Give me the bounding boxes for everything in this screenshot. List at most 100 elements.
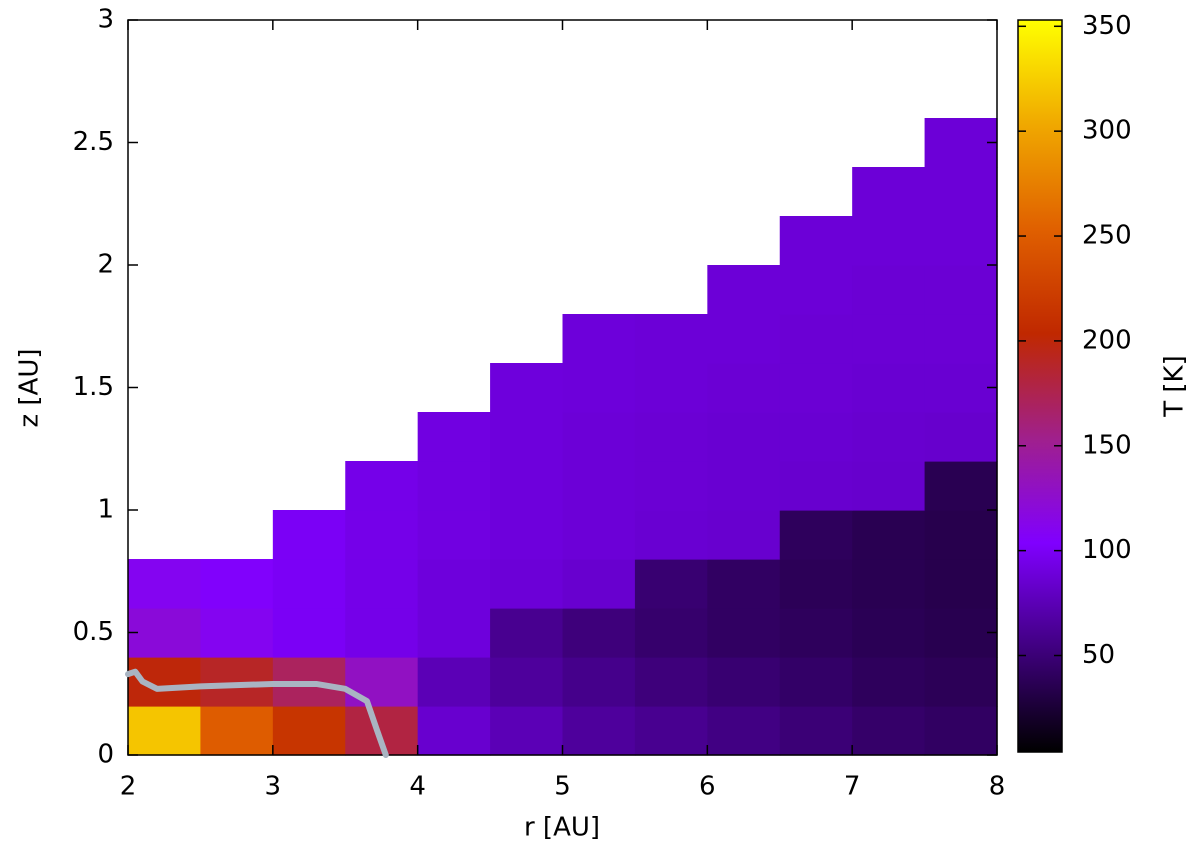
heat-cell bbox=[345, 657, 419, 707]
heat-cell bbox=[200, 559, 274, 609]
colorbar-tick-label: 150 bbox=[1082, 430, 1132, 460]
y-tick-label: 0.5 bbox=[73, 617, 114, 647]
heat-cell bbox=[417, 706, 491, 756]
heat-cell bbox=[490, 559, 564, 609]
heat-cell bbox=[634, 657, 708, 707]
heat-cell bbox=[200, 608, 274, 658]
heat-cell bbox=[417, 510, 491, 560]
heat-cell bbox=[852, 657, 926, 707]
heat-cell bbox=[707, 706, 781, 756]
heat-cell bbox=[707, 461, 781, 511]
heat-cell bbox=[852, 510, 926, 560]
contour-line bbox=[125, 668, 389, 758]
heat-cell bbox=[345, 510, 419, 560]
heat-cell bbox=[779, 559, 853, 609]
heat-cell bbox=[634, 559, 708, 609]
heat-cell bbox=[852, 314, 926, 364]
x-tick-label: 3 bbox=[265, 772, 282, 802]
x-tick-label: 4 bbox=[409, 772, 426, 802]
colorbar-tick-label: 50 bbox=[1082, 640, 1115, 670]
heat-cell bbox=[852, 559, 926, 609]
heat-cell bbox=[634, 461, 708, 511]
heat-cell bbox=[490, 510, 564, 560]
colorbar-tick-label: 100 bbox=[1082, 535, 1132, 565]
heat-cell bbox=[852, 216, 926, 266]
heat-cell bbox=[924, 265, 998, 315]
x-tick-label: 6 bbox=[699, 772, 716, 802]
heat-cell bbox=[562, 657, 636, 707]
heat-cell bbox=[272, 559, 346, 609]
heat-cell bbox=[634, 412, 708, 462]
y-tick-label: 1.5 bbox=[73, 372, 114, 402]
heat-cell bbox=[128, 559, 202, 609]
colorbar-tick-label: 250 bbox=[1082, 221, 1132, 251]
heat-cell bbox=[562, 461, 636, 511]
heat-cell bbox=[779, 412, 853, 462]
heat-cell bbox=[852, 265, 926, 315]
heat-cell bbox=[128, 608, 202, 658]
heat-cell bbox=[779, 461, 853, 511]
heat-cell bbox=[707, 363, 781, 413]
heat-cell bbox=[562, 608, 636, 658]
heat-cell bbox=[707, 559, 781, 609]
heat-cell bbox=[924, 412, 998, 462]
heat-cell bbox=[852, 167, 926, 217]
heat-cell bbox=[707, 412, 781, 462]
heat-cell bbox=[924, 657, 998, 707]
y-axis-label: z [AU] bbox=[15, 348, 45, 427]
heat-cell bbox=[852, 363, 926, 413]
x-tick-label: 7 bbox=[844, 772, 861, 802]
y-tick-label: 2 bbox=[97, 250, 114, 280]
heat-cell bbox=[924, 216, 998, 266]
heat-cell bbox=[924, 510, 998, 560]
x-tick-label: 8 bbox=[989, 772, 1006, 802]
heat-cell bbox=[562, 510, 636, 560]
heat-cell bbox=[634, 510, 708, 560]
heat-cell bbox=[634, 608, 708, 658]
colorbar-tick-label: 300 bbox=[1082, 116, 1132, 146]
heat-cell bbox=[707, 265, 781, 315]
heat-cell bbox=[779, 363, 853, 413]
heat-cell bbox=[417, 461, 491, 511]
heat-cell bbox=[490, 412, 564, 462]
heat-cell bbox=[200, 706, 274, 756]
heat-cell bbox=[345, 559, 419, 609]
heat-cell bbox=[128, 657, 202, 707]
heat-cell bbox=[924, 706, 998, 756]
heat-cell bbox=[852, 461, 926, 511]
heat-cell bbox=[562, 559, 636, 609]
heat-cell bbox=[490, 657, 564, 707]
heat-cell bbox=[562, 706, 636, 756]
x-axis-label: r [AU] bbox=[524, 813, 600, 843]
heat-cell bbox=[924, 167, 998, 217]
heat-cell bbox=[490, 706, 564, 756]
heat-cell bbox=[345, 461, 419, 511]
heat-cell bbox=[707, 608, 781, 658]
heat-cell bbox=[779, 510, 853, 560]
heat-cell bbox=[852, 706, 926, 756]
colorbar-tick-label: 350 bbox=[1082, 11, 1132, 41]
heat-cell bbox=[634, 314, 708, 364]
colorbar-label: T [K] bbox=[1160, 355, 1190, 417]
heat-cell bbox=[779, 265, 853, 315]
heat-cell bbox=[707, 510, 781, 560]
heat-cell bbox=[272, 510, 346, 560]
heat-cell bbox=[272, 706, 346, 756]
y-tick-label: 3 bbox=[97, 5, 114, 35]
y-tick-label: 2.5 bbox=[73, 127, 114, 157]
heat-cell bbox=[852, 412, 926, 462]
heat-cell bbox=[490, 608, 564, 658]
heat-cell bbox=[924, 559, 998, 609]
y-tick-label: 1 bbox=[97, 495, 114, 525]
heat-cell bbox=[490, 461, 564, 511]
heat-cell bbox=[562, 314, 636, 364]
heat-cell bbox=[779, 608, 853, 658]
colorbar-tick-label: 200 bbox=[1082, 325, 1132, 355]
heat-cell bbox=[562, 412, 636, 462]
heat-cell bbox=[779, 314, 853, 364]
heat-cell bbox=[924, 363, 998, 413]
heat-cell bbox=[707, 314, 781, 364]
x-tick-label: 2 bbox=[120, 772, 137, 802]
heat-cell bbox=[924, 461, 998, 511]
